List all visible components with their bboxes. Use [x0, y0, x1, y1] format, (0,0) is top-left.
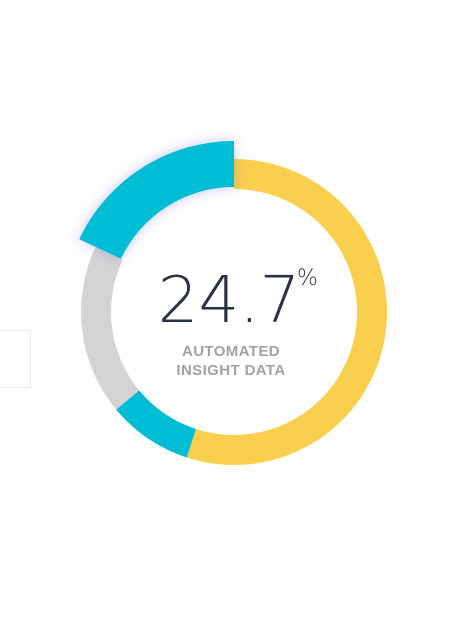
donut-segments [79, 141, 387, 466]
caption-line-2: INSIGHT DATA [176, 362, 285, 379]
svg-text:AUTOMATED: AUTOMATED [182, 343, 280, 360]
donut-segment-2 [116, 390, 196, 458]
caption-line-1: AUTOMATED [182, 343, 280, 360]
center-unit: % [297, 266, 318, 291]
svg-text:%: % [297, 266, 318, 291]
center-value: 24.7 [158, 264, 301, 338]
donut-segment-4 [79, 141, 235, 259]
svg-text:INSIGHT DATA: INSIGHT DATA [176, 362, 285, 379]
donut-segment-3 [80, 246, 140, 410]
svg-text:24.7: 24.7 [158, 264, 301, 338]
side-panel-edge [0, 330, 31, 388]
donut-segment-1 [186, 159, 387, 466]
